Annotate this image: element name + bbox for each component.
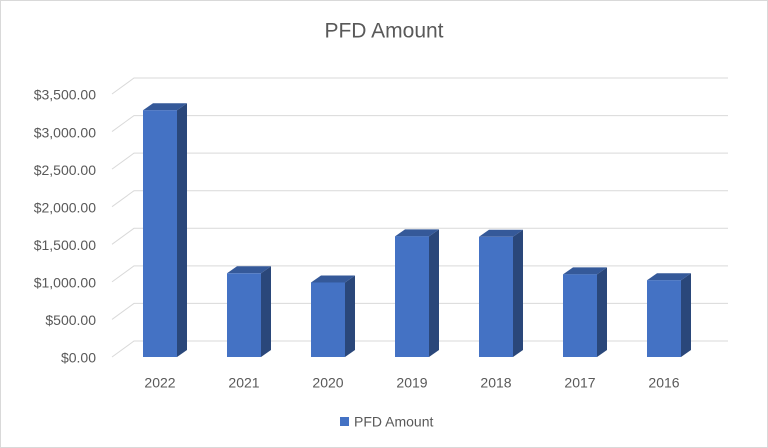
x-tick-label: 2017 [564,375,595,391]
bar-top [227,266,271,274]
y-tick-label: $500.00 [45,312,96,328]
y-tick-label: $3,000.00 [34,124,96,140]
bar-side [513,229,523,357]
bar-front [227,273,261,357]
x-tick-label: 2016 [648,375,679,391]
grid-line [111,227,728,245]
bar [143,103,187,357]
x-tick-label: 2022 [144,375,175,391]
bar-side [681,273,691,357]
bar-top [143,103,187,111]
bar [479,229,523,357]
chart-title: PFD Amount [324,20,443,43]
y-tick-label: $2,500.00 [34,162,96,178]
grid-line [111,77,728,95]
grid-line [111,265,728,283]
y-tick-label: $3,500.00 [34,87,96,103]
bar-front [395,236,429,357]
bar-top [311,275,355,283]
x-tick-label: 2020 [312,375,343,391]
bar-side [345,275,355,357]
bar-front [143,110,177,357]
legend-swatch [340,417,349,426]
bar [395,229,439,357]
bar [647,273,691,357]
x-tick-label: 2021 [228,375,259,391]
bar-top [563,267,607,275]
bar-front [563,274,597,357]
x-tick-label: 2018 [480,375,511,391]
y-tick-label: $2,000.00 [34,199,96,215]
bar [227,266,271,357]
grid-line [111,340,728,358]
legend-label: PFD Amount [354,414,433,430]
x-tick-label: 2019 [396,375,427,391]
bar-side [177,103,187,357]
grid-line [111,190,728,208]
grid-line [111,302,728,320]
grid-line [111,152,728,170]
bar [563,267,607,357]
grid-line [111,115,728,132]
bar [311,275,355,357]
bar-front [311,282,345,357]
bar-side [261,266,271,357]
bar-top [647,273,691,281]
bar-side [597,267,607,357]
y-tick-label: $1,000.00 [34,275,96,291]
bar-front [647,280,681,357]
y-tick-label: $1,500.00 [34,237,96,253]
bar-side [429,229,439,357]
bar-top [395,229,439,237]
bar-top [479,229,523,237]
y-tick-label: $0.00 [61,350,96,366]
bar-front [479,236,513,357]
